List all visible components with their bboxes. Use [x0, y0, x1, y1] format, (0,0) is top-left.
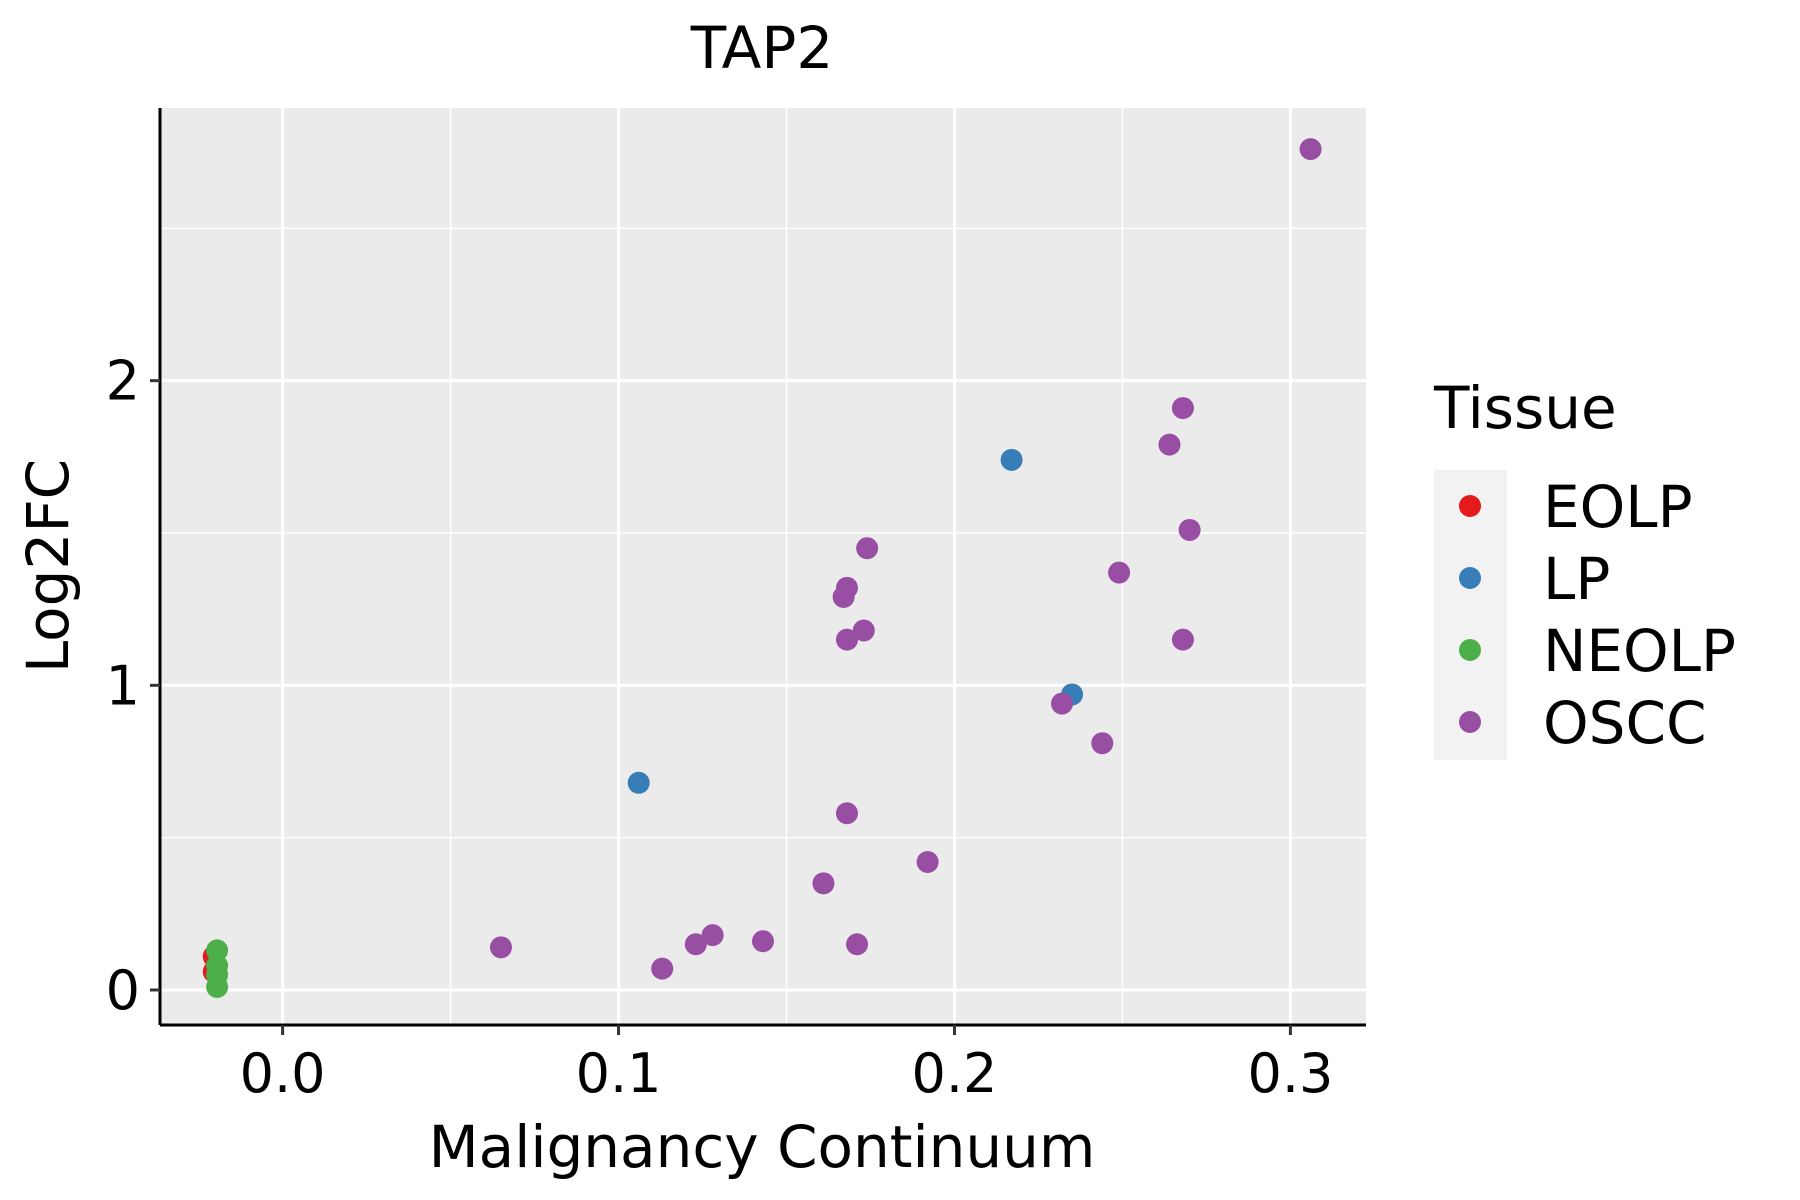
data-point-oscc: [1091, 732, 1114, 755]
data-point-oscc: [916, 851, 939, 874]
x-tick-label: 0.3: [1247, 1042, 1333, 1105]
legend-key-eolp: [1459, 495, 1481, 517]
data-point-oscc: [1299, 138, 1322, 161]
data-point-oscc: [856, 537, 879, 560]
data-point-lp: [1000, 448, 1023, 471]
y-tick-label: 2: [106, 350, 140, 413]
legend-title: Tissue: [1433, 374, 1617, 442]
data-point-neolp: [206, 975, 229, 998]
data-point-lp: [627, 771, 650, 794]
data-points: [202, 138, 1322, 998]
chart-title: TAP2: [690, 14, 833, 82]
y-tick-label: 1: [106, 654, 140, 717]
data-point-oscc: [835, 628, 858, 651]
axis-ticks: 0.0 0.1 0.2 0.3 0 1 2: [106, 350, 1334, 1105]
legend-label-oscc: OSCC: [1543, 689, 1706, 757]
y-tick-label: 0: [106, 959, 140, 1022]
legend-key-lp: [1459, 567, 1481, 589]
grid-major: [160, 108, 1366, 1025]
data-point-oscc: [489, 936, 512, 959]
data-point-oscc: [852, 619, 875, 642]
data-point-oscc: [1050, 692, 1073, 715]
legend-label-lp: LP: [1543, 545, 1610, 613]
data-point-oscc: [812, 872, 835, 895]
data-point-oscc: [1178, 518, 1201, 541]
data-point-oscc: [651, 957, 674, 980]
x-tick-label: 0.1: [576, 1042, 662, 1105]
legend-label-eolp: EOLP: [1543, 473, 1693, 541]
data-point-oscc: [1171, 628, 1194, 651]
data-point-oscc: [684, 933, 707, 956]
data-point-oscc: [1171, 397, 1194, 420]
data-point-oscc: [1158, 433, 1181, 456]
legend-key-oscc: [1459, 711, 1481, 733]
data-point-oscc: [752, 930, 774, 953]
data-point-oscc: [701, 924, 724, 947]
data-point-neolp: [206, 939, 229, 962]
legend-key-neolp: [1459, 639, 1481, 661]
x-tick-label: 0.2: [912, 1042, 998, 1105]
data-point-oscc: [835, 802, 858, 825]
data-point-oscc: [835, 576, 858, 599]
data-point-oscc: [846, 933, 869, 956]
y-axis-label: Log2FC: [14, 459, 82, 673]
data-point-oscc: [1108, 561, 1131, 584]
x-tick-label: 0.0: [240, 1042, 326, 1105]
x-axis-label: Malignancy Continuum: [429, 1113, 1096, 1181]
plot-panel: [160, 108, 1366, 1025]
legend-label-neolp: NEOLP: [1543, 617, 1736, 685]
